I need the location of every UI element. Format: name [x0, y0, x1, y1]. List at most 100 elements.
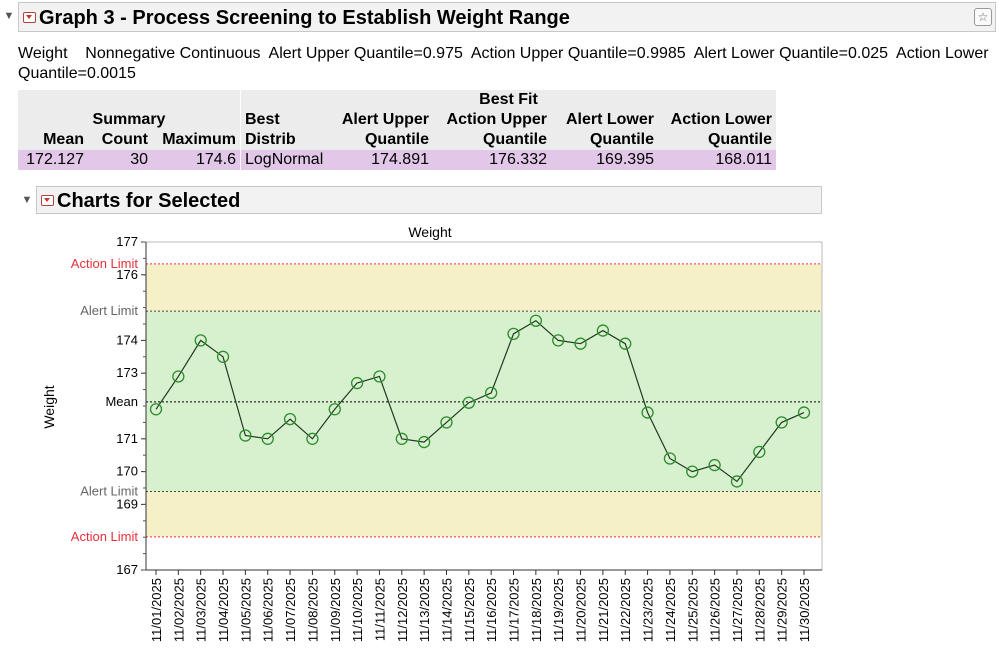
collapse-report-toggle[interactable]: ▼ [3, 10, 15, 22]
x-tick-label: 11/04/2025 [216, 578, 231, 642]
data-point [507, 327, 520, 340]
x-tick-label: 11/30/2025 [797, 578, 812, 642]
col-alert-lower-1: Alert Lower [551, 110, 658, 130]
data-point [797, 406, 811, 419]
cell-action-lower: 168.011 [658, 150, 776, 170]
data-point [753, 445, 766, 459]
data-point [194, 334, 207, 347]
x-tick-label: 11/12/2025 [395, 578, 410, 642]
x-tick-label: 11/16/2025 [484, 578, 499, 642]
x-tick-label: 11/18/2025 [529, 578, 544, 642]
x-tick-label: 11/14/2025 [439, 578, 454, 642]
col-alert-upper-1: Alert Upper [329, 110, 433, 130]
data-point [775, 416, 788, 429]
data-point [462, 396, 475, 409]
bestfit-group-header: Best Fit [240, 90, 776, 110]
x-tick-label: 11/07/2025 [283, 578, 298, 642]
x-tick-label: 11/08/2025 [305, 578, 320, 642]
pin-star-icon[interactable]: ☆ [974, 8, 992, 26]
cell-action-upper: 176.332 [433, 150, 551, 170]
y-tick-label: 171 [116, 431, 138, 446]
x-axis: 11/01/2025 11/02/2025 11/03/2025 11/04/2025… [149, 570, 812, 642]
y-tick-label: 167 [116, 562, 138, 577]
data-point [350, 376, 364, 390]
x-tick-label: 11/11/2025 [372, 578, 387, 641]
data-point [328, 403, 341, 416]
col-mean: Mean [18, 130, 88, 150]
red-triangle-menu-icon[interactable] [23, 12, 36, 23]
weight-control-chart: Action Limit Alert Limit Mean Alert Limit Ac… [41, 224, 823, 642]
summary-table: Best Fit Summary Best Alert Upper Action… [18, 90, 776, 170]
y-tick-label: 177 [116, 234, 138, 249]
summary-group-spacer [18, 90, 241, 110]
lower-action-zone [146, 491, 822, 537]
spec-limits-line: Weight Nonnegative Continuous Alert Uppe… [18, 45, 993, 82]
y-tick-label: 173 [116, 365, 138, 380]
x-tick-label: 11/26/2025 [708, 578, 723, 642]
mean-line-label: Mean [105, 394, 138, 409]
data-point [596, 324, 610, 337]
x-tick-label: 11/02/2025 [171, 578, 186, 642]
data-point [574, 337, 587, 350]
col-alert-lower-2: Quantile [551, 130, 658, 150]
alert-upper-line-label: Alert Limit [80, 303, 138, 318]
y-tick-label: 170 [116, 464, 138, 479]
x-tick-label: 11/06/2025 [261, 578, 276, 642]
x-tick-label: 11/13/2025 [417, 578, 432, 642]
weight-line [155, 319, 805, 483]
action-lower-line-label: Action Limit [71, 529, 139, 544]
col-action-lower-2: Quantile [658, 130, 776, 150]
data-point [216, 350, 230, 363]
table-row: 172.127 30 174.6 LogNormal 174.891 176.3… [18, 150, 776, 170]
cell-alert-upper: 174.891 [329, 150, 433, 170]
x-tick-label: 11/28/2025 [752, 578, 767, 642]
x-tick-label: 11/21/2025 [596, 578, 611, 642]
data-point [239, 429, 252, 442]
charts-red-triangle-menu-icon[interactable] [41, 195, 54, 206]
col-best-2: Distrib [240, 130, 329, 150]
charts-section-title: Charts for Selected [57, 190, 241, 212]
x-tick-label: 11/10/2025 [350, 578, 365, 642]
data-point [485, 386, 498, 400]
x-tick-label: 11/25/2025 [685, 578, 700, 642]
data-point [619, 337, 632, 350]
col-action-upper-2: Quantile [433, 130, 551, 150]
col-alert-upper-2: Quantile [329, 130, 433, 150]
data-point [641, 406, 654, 419]
y-tick-label: 174 [116, 332, 138, 347]
x-tick-label: 11/20/2025 [574, 578, 589, 642]
collapse-charts-toggle[interactable]: ▼ [21, 194, 33, 206]
x-tick-label: 11/19/2025 [551, 578, 566, 642]
cell-count: 30 [88, 150, 152, 170]
data-point [283, 412, 297, 426]
x-tick-label: 11/03/2025 [194, 578, 209, 642]
chart-title: Weight [408, 224, 451, 240]
y-tick-label: 176 [116, 267, 138, 282]
upper-action-zone [146, 263, 822, 312]
y-axis: 177 176 174 173 171 170 169 167 [116, 234, 146, 577]
limit-zones [146, 263, 822, 537]
data-point [686, 465, 699, 478]
cell-distrib: LogNormal [240, 150, 329, 170]
cell-maximum: 174.6 [152, 150, 241, 170]
report-title: Graph 3 - Process Screening to Establish… [39, 7, 570, 29]
data-point [708, 458, 721, 472]
data-point [261, 432, 274, 445]
charts-outline-header: Charts for Selected [36, 186, 822, 214]
data-point [417, 435, 431, 449]
x-tick-label: 11/15/2025 [462, 578, 477, 642]
col-action-upper-1: Action Upper [433, 110, 551, 130]
data-point [395, 432, 408, 445]
x-tick-label: 11/09/2025 [328, 578, 343, 642]
x-tick-label: 11/23/2025 [641, 578, 656, 642]
data-point [440, 416, 453, 429]
y-axis-label: Weight [41, 385, 57, 428]
action-upper-line-label: Action Limit [71, 256, 139, 271]
data-point [306, 432, 319, 445]
alert-zone [146, 311, 822, 492]
report-outline-header: Graph 3 - Process Screening to Establish… [18, 2, 996, 32]
cell-alert-lower: 169.395 [551, 150, 658, 170]
col-action-lower-1: Action Lower [658, 110, 776, 130]
x-tick-label: 11/27/2025 [730, 578, 745, 642]
x-tick-label: 11/01/2025 [149, 578, 164, 642]
